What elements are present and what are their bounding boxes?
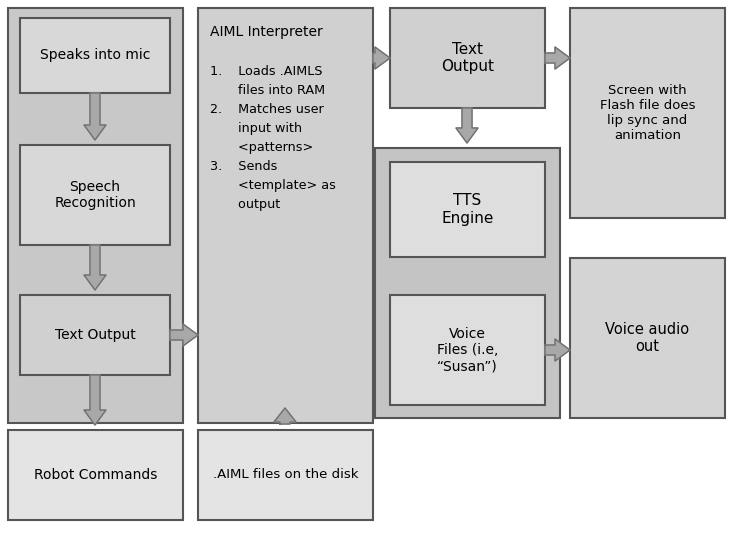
Polygon shape <box>373 47 390 69</box>
Text: Voice
Files (i.e,
“Susan”): Voice Files (i.e, “Susan”) <box>437 327 498 373</box>
FancyBboxPatch shape <box>390 8 545 108</box>
Polygon shape <box>545 339 570 361</box>
FancyBboxPatch shape <box>570 8 725 218</box>
FancyBboxPatch shape <box>8 430 183 520</box>
FancyBboxPatch shape <box>570 258 725 418</box>
FancyBboxPatch shape <box>198 430 373 520</box>
Text: Speech
Recognition: Speech Recognition <box>54 180 136 210</box>
Text: .AIML files on the disk: .AIML files on the disk <box>212 469 358 482</box>
Polygon shape <box>84 375 106 425</box>
FancyBboxPatch shape <box>390 162 545 257</box>
Polygon shape <box>545 47 570 69</box>
Polygon shape <box>274 408 296 424</box>
Polygon shape <box>84 245 106 290</box>
FancyBboxPatch shape <box>390 295 545 405</box>
Text: TTS
Engine: TTS Engine <box>442 193 493 226</box>
Polygon shape <box>170 324 198 346</box>
Text: Voice audio
out: Voice audio out <box>605 322 690 354</box>
Text: Text
Output: Text Output <box>441 42 494 74</box>
FancyBboxPatch shape <box>198 8 373 423</box>
Text: Screen with
Flash file does
lip sync and
animation: Screen with Flash file does lip sync and… <box>600 84 695 142</box>
Text: Speaks into mic: Speaks into mic <box>40 49 150 63</box>
Text: AIML Interpreter: AIML Interpreter <box>210 25 323 39</box>
Text: Text Output: Text Output <box>55 328 135 342</box>
FancyBboxPatch shape <box>8 8 183 423</box>
FancyBboxPatch shape <box>375 148 560 418</box>
FancyBboxPatch shape <box>20 18 170 93</box>
Polygon shape <box>456 108 478 143</box>
Polygon shape <box>84 93 106 140</box>
FancyBboxPatch shape <box>20 145 170 245</box>
Text: Robot Commands: Robot Commands <box>34 468 157 482</box>
FancyBboxPatch shape <box>20 295 170 375</box>
Text: 1.    Loads .AIMLS
       files into RAM
2.    Matches user
       input with
  : 1. Loads .AIMLS files into RAM 2. Matche… <box>210 65 336 211</box>
